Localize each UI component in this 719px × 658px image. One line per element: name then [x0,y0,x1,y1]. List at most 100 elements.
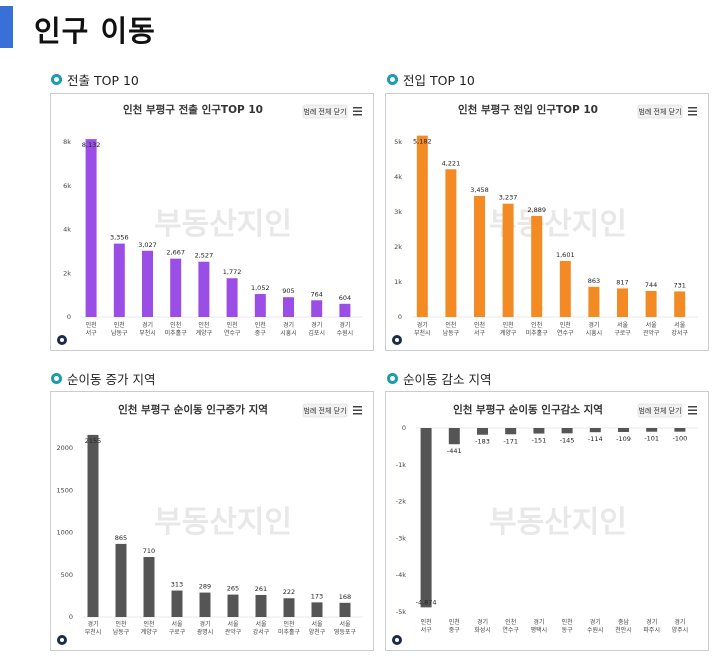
svg-text:수원시: 수원시 [587,626,604,634]
svg-text:천안시: 천안시 [615,626,632,634]
data-label: -171 [503,437,518,445]
bar[interactable] [445,169,457,317]
bar[interactable] [645,290,657,317]
bar[interactable] [588,286,600,317]
svg-text:경기: 경기 [674,618,685,626]
section-net-decrease-label: 순이동 감소 지역 [387,369,491,388]
bar[interactable] [283,297,294,317]
svg-text:부천시: 부천시 [414,329,431,337]
svg-text:서구: 서구 [421,626,433,634]
svg-text:인천: 인천 [560,321,571,329]
bar[interactable] [448,428,460,445]
bar[interactable] [477,428,488,435]
data-label: 222 [283,588,295,596]
bar[interactable] [311,602,323,617]
svg-text:연수구: 연수구 [557,329,574,337]
data-label: 604 [339,294,351,302]
data-label: 2,667 [166,249,185,257]
svg-text:범례 전체 닫기: 범례 전체 닫기 [303,406,346,415]
legend-toggle-button[interactable]: 범례 전체 닫기 [637,403,683,418]
y-tick-label: 1500 [56,486,73,494]
hamburger-icon[interactable] [688,406,697,415]
legend-toggle-button[interactable]: 범례 전체 닫기 [302,104,348,119]
svg-text:평택시: 평택시 [531,626,548,634]
net-decrease-chart: 부동산지인 인천 부평구 순이동 인구감소 지역 범례 전체 닫기 0 -1k -2k -3… [392,403,698,645]
hamburger-icon[interactable] [353,107,362,116]
bar[interactable] [531,215,543,317]
bar[interactable] [227,594,239,617]
data-label: 4,221 [442,159,461,167]
bar[interactable] [420,428,432,608]
bar[interactable] [255,594,267,617]
data-label: 710 [143,547,155,555]
bar[interactable] [617,288,628,317]
svg-text:서울: 서울 [255,620,267,628]
svg-text:남동구: 남동구 [113,628,130,636]
bar[interactable] [339,602,351,617]
bar[interactable] [87,434,99,617]
y-tick-label: -4k [396,571,406,579]
bar[interactable] [199,592,211,617]
bar[interactable] [198,261,210,317]
data-label: 1,601 [556,251,575,259]
svg-text:인천: 인천 [255,321,266,329]
bar[interactable] [254,293,266,317]
bar[interactable] [474,195,485,317]
net-increase-chart: 부동산지인 인천 부평구 순이동 인구증가 지역 범례 전체 닫기 0 500 1000 1… [56,403,363,645]
y-tick-label: -3k [396,534,406,542]
legend-toggle-button[interactable]: 범례 전체 닫기 [302,403,348,418]
y-tick-label: 2k [394,243,402,251]
bar[interactable] [559,260,571,317]
bar[interactable] [142,250,153,317]
brand-logo-icon [392,335,402,345]
svg-text:남동구: 남동구 [111,329,128,337]
hamburger-icon[interactable] [353,406,362,415]
data-label: 744 [645,281,657,289]
svg-text:경기: 경기 [199,620,210,628]
data-label: 905 [282,287,294,295]
data-label: 168 [339,593,351,601]
bar[interactable] [618,428,629,433]
svg-text:인천: 인천 [227,321,238,329]
bar[interactable] [674,428,686,432]
bar[interactable] [115,543,127,617]
bar[interactable] [170,258,182,317]
bar[interactable] [311,300,323,317]
section-net-increase-text: 순이동 증가 지역 [67,372,156,387]
svg-text:인천: 인천 [449,618,460,626]
bar[interactable] [113,243,125,317]
bar[interactable] [416,135,428,317]
svg-text:경기: 경기 [533,618,544,626]
svg-text:경기: 경기 [646,618,657,626]
data-label: 2,889 [527,206,546,214]
data-label: 265 [227,585,239,593]
bar[interactable] [561,428,573,434]
bar[interactable] [505,428,517,435]
y-tick-label: 4k [394,173,402,181]
bar[interactable] [226,278,238,317]
data-label: -183 [475,438,490,446]
bar[interactable] [533,428,545,434]
bar[interactable] [143,557,155,617]
bar[interactable] [502,203,514,317]
bar[interactable] [171,590,183,617]
data-label: -151 [532,437,547,445]
svg-text:경기: 경기 [339,321,350,329]
hamburger-icon[interactable] [688,107,697,116]
bar[interactable] [646,428,658,432]
bar[interactable] [674,291,686,317]
legend-toggle-button[interactable]: 범례 전체 닫기 [637,104,683,119]
bar[interactable] [589,428,601,433]
svg-text:계양구: 계양구 [141,628,158,636]
bar[interactable] [283,598,295,617]
bar[interactable] [339,303,351,317]
bar[interactable] [85,139,97,317]
svg-text:강서구: 강서구 [671,329,688,337]
